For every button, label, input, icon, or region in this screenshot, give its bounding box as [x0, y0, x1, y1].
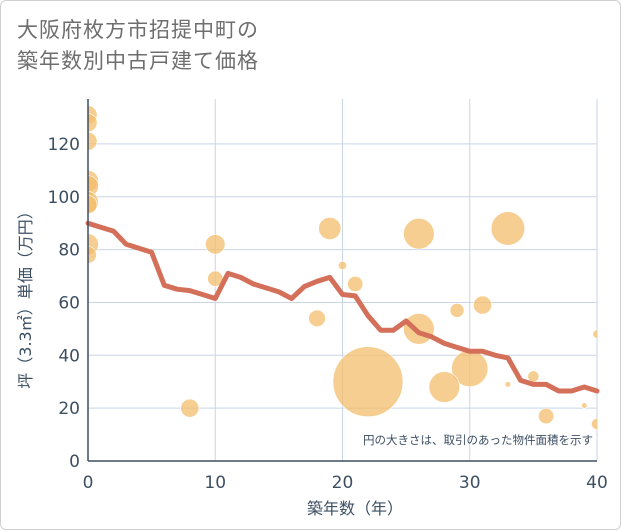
price-bubble — [332, 346, 404, 418]
price-bubble — [318, 216, 342, 240]
y-tick-label: 80 — [58, 241, 80, 261]
price-bubble — [403, 218, 435, 250]
y-tick-label: 120 — [48, 135, 80, 155]
price-bubble — [428, 371, 460, 403]
price-bubble — [337, 260, 347, 270]
y-tick-label: 0 — [69, 452, 80, 472]
price-bubble — [591, 418, 597, 430]
average-price-line — [85, 220, 600, 394]
y-tick-label: 20 — [58, 399, 80, 419]
price-bubble — [88, 246, 97, 264]
axes — [87, 99, 597, 462]
price-bubble — [205, 234, 226, 255]
y-tick-label: 100 — [48, 188, 80, 208]
x-tick-label: 30 — [459, 473, 481, 493]
price-bubble — [308, 309, 326, 328]
y-tick-label: 40 — [58, 346, 80, 366]
price-bubble — [347, 275, 364, 292]
price-bubble — [490, 211, 526, 246]
price-bubble — [538, 408, 555, 425]
x-tick-label: 40 — [586, 473, 608, 493]
chart-title-line-2: 築年数別中古戸建て価格 — [17, 49, 259, 73]
price-bubble — [180, 398, 200, 418]
chart-title: 大阪府枚方市招提中町の 築年数別中古戸建て価格 — [17, 15, 437, 77]
chart-title-line-1: 大阪府枚方市招提中町の — [17, 18, 259, 42]
grid-lines — [88, 99, 598, 461]
x-tick-label: 10 — [204, 473, 226, 493]
bubble-series — [88, 105, 597, 430]
price-bubble — [403, 313, 435, 345]
price-bubble — [592, 329, 597, 339]
price-bubble — [449, 303, 465, 318]
tick-labels: 0 10 20 30 40 0 20 40 60 80 100 120 — [48, 135, 608, 493]
price-bubble — [504, 381, 512, 388]
x-tick-label: 20 — [332, 473, 354, 493]
price-bubble — [527, 370, 540, 383]
y-tick-label: 60 — [58, 293, 80, 313]
x-tick-label: 0 — [83, 473, 94, 493]
price-bubble — [473, 295, 492, 315]
price-bubble — [88, 175, 99, 197]
x-axis-title: 築年数（年） — [307, 499, 403, 518]
price-bubble — [581, 402, 588, 409]
y-axis-title: 坪（3.3㎡）単価（万円） — [16, 203, 35, 388]
bubble-size-note: 円の大きさは、取引のあった物件面積を示す — [363, 433, 593, 447]
